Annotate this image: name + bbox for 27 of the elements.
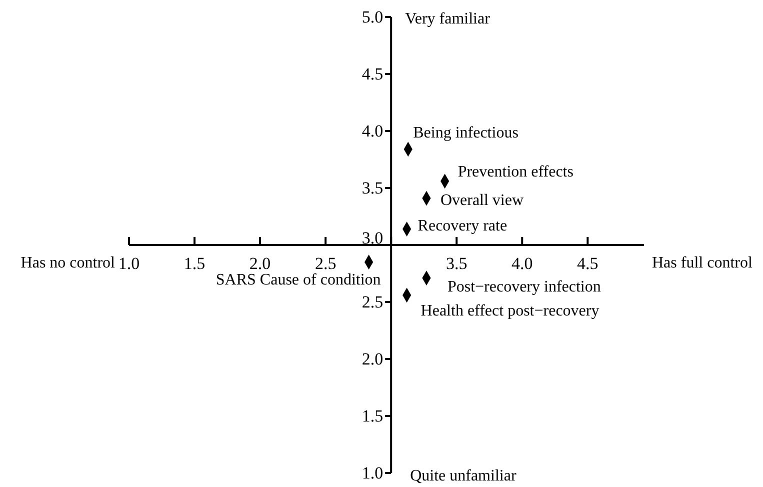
annotation: Quite unfamiliar bbox=[410, 468, 517, 484]
series-label: Health effect post−recovery bbox=[420, 302, 600, 320]
x-tick-label: 1.0 bbox=[118, 254, 140, 274]
series-label: SARS Cause of condition bbox=[216, 272, 381, 289]
x-tick-label: 4.5 bbox=[577, 254, 598, 274]
y-tick-label: 2.5 bbox=[362, 292, 384, 312]
y-tick-label: 1.5 bbox=[362, 406, 384, 426]
x-tick-label: 4.0 bbox=[512, 254, 533, 274]
x-tick-label: 2.0 bbox=[249, 254, 271, 274]
annotation: Very familiar bbox=[405, 10, 491, 28]
series-label: Prevention effects bbox=[458, 164, 574, 181]
text: Has no control bbox=[20, 254, 116, 272]
series-label: Post−recovery infection bbox=[447, 278, 601, 296]
y-tick-label: 3.0 bbox=[362, 228, 384, 248]
x-tick-label: 2.5 bbox=[314, 254, 336, 274]
y-tick-label: 2.0 bbox=[362, 350, 384, 368]
y-tick-label: 3.5 bbox=[362, 178, 384, 198]
y-tick-label: 1.0 bbox=[362, 464, 384, 482]
series-label: Recovery rate bbox=[418, 218, 508, 235]
series-label: Overall view bbox=[440, 192, 524, 209]
text: Has full control bbox=[652, 254, 753, 272]
y-tick-label: 5.0 bbox=[362, 8, 384, 26]
x-tick-label: 3.5 bbox=[446, 254, 468, 274]
x-tick-label: 1.5 bbox=[184, 254, 206, 274]
series-label: Being infectious bbox=[413, 124, 518, 142]
y-tick-label: 4.0 bbox=[362, 122, 384, 140]
y-tick-label: 4.5 bbox=[362, 64, 384, 84]
